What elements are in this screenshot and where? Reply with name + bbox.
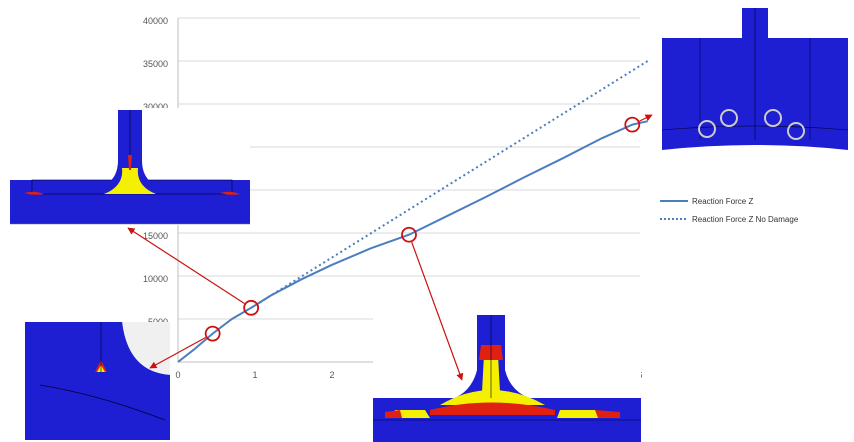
callout-arrow [639, 114, 653, 122]
y-tick-label: 40000 [143, 16, 168, 26]
y-tick-label: 10000 [143, 274, 168, 284]
grid-lines [178, 17, 640, 320]
callout-arrow [411, 242, 464, 381]
series-line-reaction-force-z [177, 120, 648, 363]
series-line-reaction-force-z-no-damage [250, 60, 649, 309]
callout-arrow [149, 336, 206, 369]
legend-label-reaction-force-z: Reaction Force Z [692, 197, 753, 206]
highlight-marker [401, 226, 417, 243]
fillet-crack-initiation-inset [25, 322, 170, 440]
y-tick-label: 15000 [143, 231, 168, 241]
marker-layer [127, 114, 653, 381]
callout-arrow [127, 227, 245, 304]
legend-label-reaction-force-z-no-damage: Reaction Force Z No Damage [692, 215, 799, 224]
void-circle [720, 109, 738, 127]
highlight-marker [243, 299, 260, 316]
void-circles-inset [661, 8, 849, 160]
void-circle [698, 120, 716, 138]
y-tick-label: 30000 [143, 102, 168, 112]
t-junction-yield-inset [10, 108, 250, 225]
x-tick-label: 1 [252, 370, 257, 380]
legend: Reaction Force Z Reaction Force Z No Dam… [660, 197, 799, 224]
highlight-marker [624, 116, 641, 133]
series-layer [177, 60, 649, 363]
highlight-marker [204, 325, 221, 342]
widespread-damage-inset [373, 315, 641, 442]
void-circle [787, 122, 805, 140]
y-tick-label: 35000 [143, 59, 168, 69]
x-tick-label: 2 [329, 370, 334, 380]
void-circle [764, 109, 782, 127]
x-tick-label: 0 [175, 370, 180, 380]
